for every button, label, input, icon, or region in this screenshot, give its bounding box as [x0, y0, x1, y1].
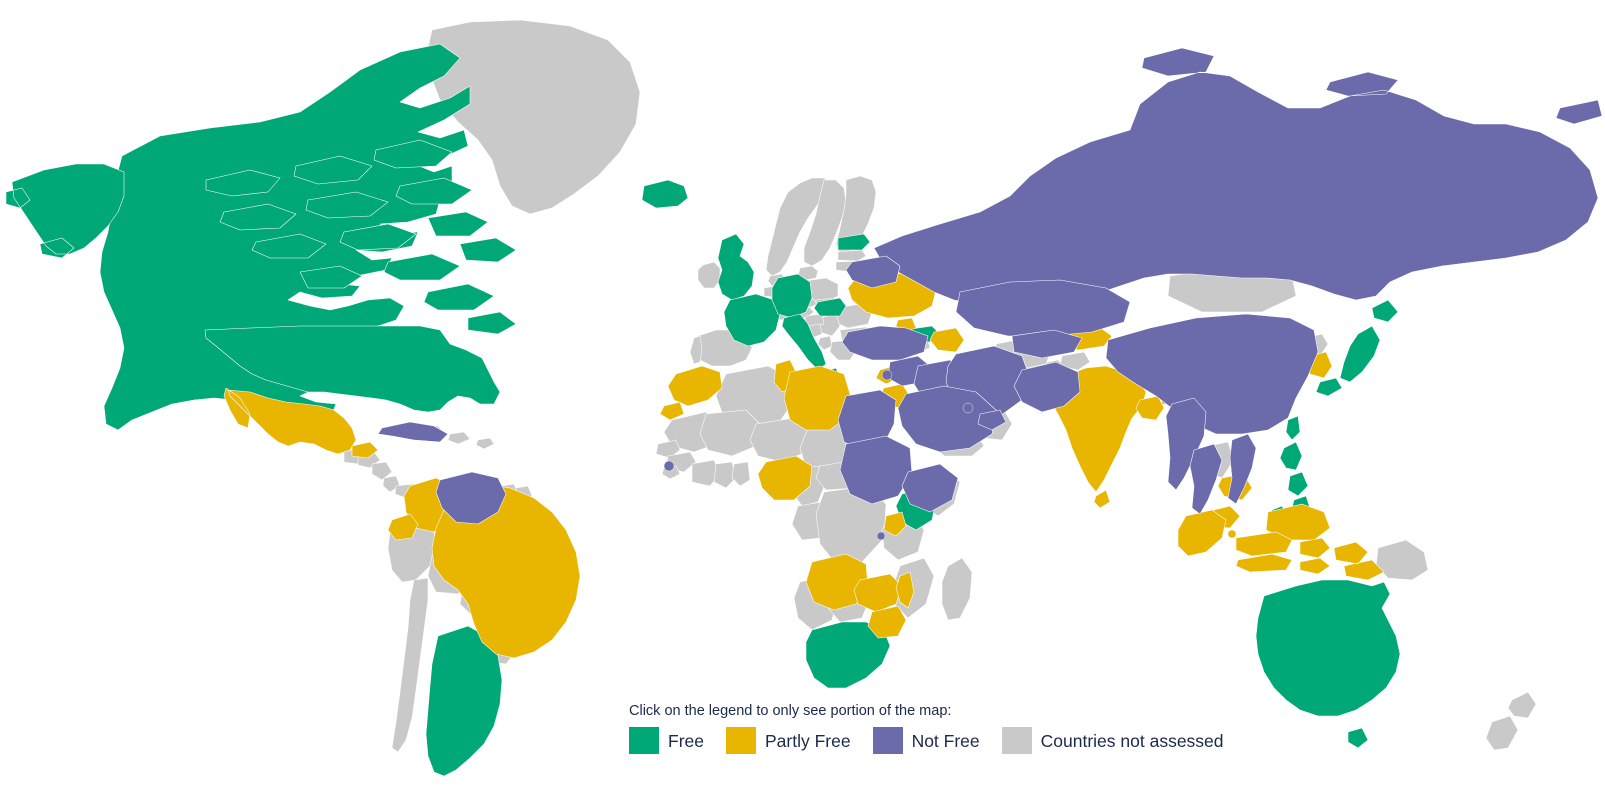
country-portugal[interactable] — [690, 336, 702, 364]
country-uzbekistan[interactable] — [1012, 330, 1082, 358]
country-estonia[interactable] — [838, 234, 870, 250]
country-madagascar[interactable] — [942, 558, 972, 620]
country-chile[interactable] — [392, 578, 428, 752]
legend-label-not-assessed: Countries not assessed — [1040, 730, 1224, 751]
legend-swatch-partly-free[interactable] — [725, 727, 756, 754]
country-albania[interactable] — [818, 336, 832, 350]
country-ethiopia[interactable] — [902, 464, 958, 512]
countries-not-free[interactable] — [378, 48, 1602, 541]
country-indonesia[interactable] — [1178, 510, 1384, 580]
legend-item-free[interactable]: Free — [629, 727, 704, 754]
country-uganda[interactable] — [884, 512, 906, 536]
country-senegal[interactable] — [656, 440, 680, 458]
country-venezuela[interactable] — [436, 472, 506, 524]
legend-label-partly-free: Partly Free — [764, 730, 851, 751]
country-alaska[interactable] — [6, 164, 124, 258]
legend-swatch-not-assessed[interactable] — [1001, 727, 1032, 754]
country-hungary[interactable] — [814, 298, 846, 316]
country-malawi[interactable] — [896, 572, 914, 608]
country-honduras[interactable] — [352, 442, 378, 458]
country-australia[interactable] — [1256, 580, 1400, 748]
country-myanmar[interactable] — [1166, 398, 1206, 490]
legend-prompt: Click on the legend to only see portion … — [629, 703, 952, 719]
country-togo-benin[interactable] — [732, 462, 750, 486]
country-nigeria[interactable] — [758, 456, 812, 500]
countries-free[interactable] — [6, 44, 1400, 776]
country-singapore[interactable] — [1227, 529, 1237, 539]
country-cuba[interactable] — [378, 422, 448, 442]
country-vietnam[interactable] — [1228, 434, 1256, 504]
legend-item-not-free[interactable]: Not Free — [872, 727, 980, 754]
country-taiwan[interactable] — [1286, 416, 1300, 440]
country-angola[interactable] — [806, 554, 868, 610]
country-zambia[interactable] — [854, 574, 902, 612]
country-china[interactable] — [1106, 314, 1318, 434]
country-sweden[interactable] — [804, 180, 846, 266]
country-kazakhstan[interactable] — [956, 280, 1130, 336]
country-morocco[interactable] — [660, 366, 722, 420]
country-ecuador[interactable] — [388, 514, 418, 540]
country-philippines[interactable] — [1270, 442, 1310, 522]
country-zimbabwe[interactable] — [868, 606, 906, 638]
country-russia[interactable] — [874, 48, 1602, 306]
country-ireland[interactable] — [698, 262, 720, 288]
country-south-africa[interactable] — [806, 622, 890, 688]
country-united-states[interactable] — [205, 326, 500, 412]
country-uae[interactable] — [978, 410, 1006, 430]
country-saudi-arabia[interactable] — [898, 386, 996, 452]
country-cyprus[interactable] — [881, 369, 893, 381]
country-nicaragua[interactable] — [372, 462, 392, 480]
country-libya[interactable] — [784, 366, 850, 430]
country-ghana[interactable] — [714, 462, 736, 488]
map-legend[interactable]: Click on the legend to only see portion … — [629, 702, 1249, 754]
legend-item-not-assessed[interactable]: Countries not assessed — [1001, 727, 1224, 754]
country-mexico[interactable] — [224, 388, 356, 454]
country-gambia[interactable] — [663, 460, 675, 472]
country-canada-arctic-isles[interactable] — [206, 140, 516, 334]
country-thailand[interactable] — [1190, 444, 1222, 514]
legend-swatch-free[interactable] — [629, 727, 659, 754]
country-new-zealand[interactable] — [1486, 692, 1536, 750]
country-pakistan[interactable] — [1014, 362, 1080, 412]
country-japan[interactable] — [1316, 300, 1398, 396]
country-germany[interactable] — [772, 274, 812, 318]
country-mali[interactable] — [700, 410, 760, 456]
country-latvia[interactable] — [838, 250, 866, 261]
legend-item-list[interactable]: Free Partly Free Not Free Countries not … — [629, 727, 1249, 754]
country-brazil[interactable] — [432, 484, 580, 658]
country-azerbaijan[interactable] — [930, 328, 964, 352]
country-rwanda[interactable] — [876, 531, 886, 541]
country-france[interactable] — [724, 294, 780, 346]
country-united-kingdom[interactable] — [718, 234, 754, 300]
country-bahrain[interactable] — [962, 402, 974, 414]
country-iceland[interactable] — [642, 180, 688, 208]
country-belarus[interactable] — [846, 256, 900, 288]
legend-item-partly-free[interactable]: Partly Free — [725, 727, 851, 754]
country-norway[interactable] — [766, 178, 832, 276]
legend-swatch-not-free[interactable] — [872, 727, 903, 754]
country-turkey[interactable] — [842, 326, 928, 360]
legend-label-not-free: Not Free — [911, 730, 980, 751]
country-sudan[interactable] — [840, 436, 912, 504]
legend-label-free: Free — [668, 730, 704, 751]
